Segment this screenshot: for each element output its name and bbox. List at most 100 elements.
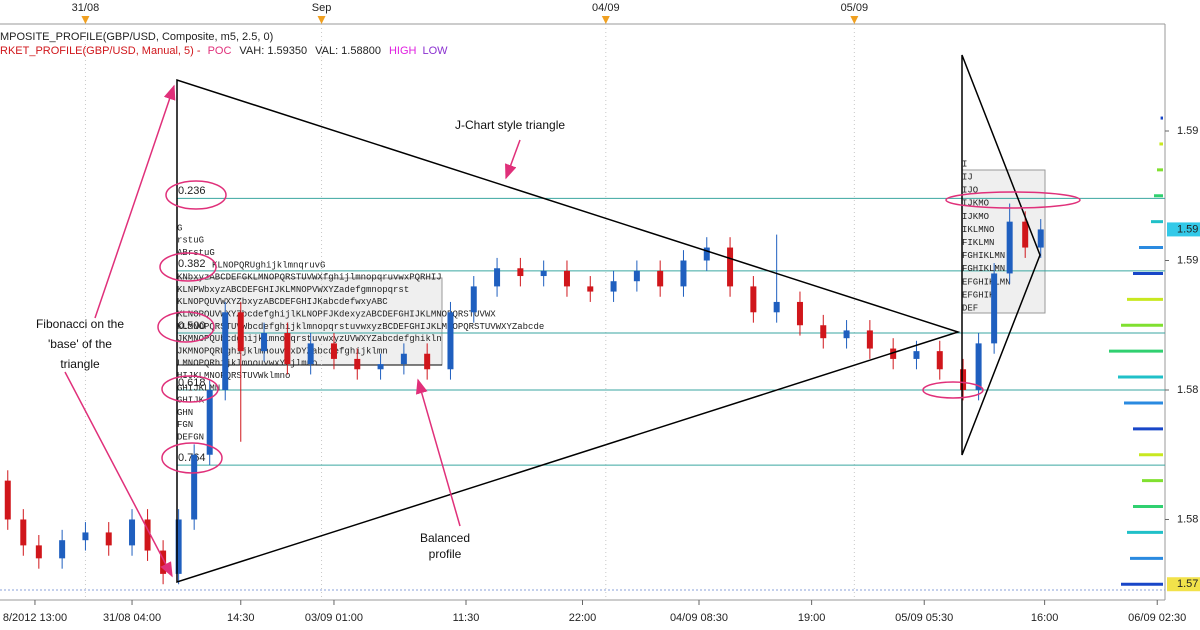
candle-body <box>843 330 850 339</box>
candle-body <box>680 260 687 287</box>
candle-body <box>105 532 112 546</box>
profile-row: rstuG <box>177 236 204 246</box>
profile-row: KLMNOPQRSTUVWbcdefghijklmnopqrstuvwxyzBC… <box>177 322 544 332</box>
highlights <box>157 180 1081 474</box>
x-tick-label: 31/08 04:00 <box>103 612 161 624</box>
profile-row: IJ <box>962 172 973 182</box>
annotation: triangle <box>60 357 100 371</box>
candle-body <box>540 270 547 277</box>
candle-body <box>727 247 734 287</box>
profile-row: IJKMO <box>962 212 989 222</box>
highlight-ellipse <box>161 375 219 403</box>
candle-body <box>354 358 361 370</box>
profile-row: HIJKLMNOPQRSTUVWklmno <box>177 371 290 381</box>
profile-row: GHIJK <box>177 396 205 406</box>
candle-body <box>377 364 384 370</box>
candle-body <box>517 268 524 277</box>
candle-body <box>960 369 967 390</box>
top-tick-label: 05/09 <box>841 2 869 14</box>
candle-body <box>222 312 229 390</box>
candle-body <box>991 273 998 344</box>
x-tick-label: 19:00 <box>798 612 826 624</box>
candle-body <box>703 247 710 261</box>
candle-body <box>35 545 42 559</box>
candle-body <box>330 343 337 359</box>
header-part: POC <box>208 45 232 57</box>
x-tick-label: 14:30 <box>227 612 255 624</box>
top-tick-label: 04/09 <box>592 2 620 14</box>
profile-row: LMNOPQRhijklmnouvwxYZjlmno <box>177 359 317 369</box>
header-line: RKET_PROFILE(GBP/USD, Manual, 5) - POC VA… <box>0 45 448 57</box>
price-marker-label: 1.57 <box>1177 578 1198 590</box>
small-triangle <box>961 54 1041 456</box>
candle-body <box>610 281 617 292</box>
header-part: RKET_PROFILE(GBP/USD, Manual, 5) - <box>0 45 204 57</box>
candle-body <box>750 286 757 313</box>
annotation: 'base' of the <box>48 337 112 351</box>
annotation: J-Chart style triangle <box>455 118 565 132</box>
profile-row: IJO <box>962 186 978 196</box>
top-tick-label: Sep <box>312 2 332 14</box>
annotation: Fibonacci on the <box>36 317 124 331</box>
profile-row: FIKLMN <box>962 238 994 248</box>
fib-label: 0.618 <box>178 377 206 389</box>
top-tick-label: 31/08 <box>72 2 100 14</box>
header-part: HIGH <box>389 45 417 57</box>
highlight-ellipse <box>159 252 217 282</box>
profile-row: EFGHIK <box>962 290 995 300</box>
annotation: profile <box>429 547 462 561</box>
candle-body <box>633 270 640 282</box>
profile-row: KLNPWbxyzABCDEFGHIJKLMNOPVWXYZadefgmnopq… <box>177 285 409 295</box>
highlight-ellipse <box>157 311 215 343</box>
annotation: Balanced <box>420 531 470 545</box>
candle-body <box>447 312 454 370</box>
fib-label: 0.236 <box>178 185 206 197</box>
profile-row: DEFGN <box>177 432 204 442</box>
profile-row: KLNOPQUVWXYZbxyzABCDEFGHIJKabcdefwxyABC <box>177 297 388 307</box>
highlight-ellipse <box>945 191 1081 209</box>
candle-body <box>82 532 89 541</box>
candle-body <box>20 519 27 546</box>
y-tick-label: 1.58 <box>1177 384 1198 396</box>
highlight-ellipse <box>922 381 984 399</box>
profile-row: GHN <box>177 408 193 418</box>
arrow <box>505 139 521 180</box>
x-tick-label: 06/09 02:30 <box>1128 612 1186 624</box>
tick-mark <box>317 16 326 24</box>
profile-row: KNbxyzABCDEFGKLMNOPQRSTUVWXfghijlmnopqru… <box>177 273 442 283</box>
candle-body <box>261 333 268 352</box>
candle-body <box>307 343 314 365</box>
x-tick-label: 04/09 08:30 <box>670 612 728 624</box>
profile-row: IJKMO <box>962 199 989 209</box>
price-marker <box>1167 577 1200 592</box>
arrows <box>64 84 521 578</box>
fib-label: 0.382 <box>178 258 206 270</box>
header-line: MPOSITE_PROFILE(GBP/USD, Composite, m5, … <box>0 31 273 43</box>
tick-mark <box>601 16 610 24</box>
price-marker <box>1167 222 1200 237</box>
highlight-ellipse <box>165 180 227 210</box>
candle-body <box>913 351 920 359</box>
candle-body <box>4 480 11 520</box>
candle-body <box>144 519 151 551</box>
candle-body <box>400 353 407 365</box>
candle-body <box>936 351 943 370</box>
candle-body <box>773 301 780 313</box>
arrow <box>415 378 461 527</box>
j-chart-triangle <box>176 78 961 584</box>
candle-body <box>206 389 213 455</box>
candle-body <box>820 325 827 339</box>
y-tick-label: 1.59 <box>1177 125 1198 137</box>
candle-body <box>657 270 664 287</box>
data-layer: 31/08 Sep 04/09 05/09 8/2012 13:00 31/08 04:0… <box>3 2 1200 624</box>
profile-row: DEF <box>962 303 978 313</box>
candle-body <box>191 454 198 520</box>
tick-mark <box>81 16 90 24</box>
candle-body <box>284 333 291 365</box>
y-tick-label: 1.59 <box>1177 254 1198 266</box>
candle-body <box>1022 221 1029 248</box>
profile-row: KLNOPQUVWXYZbcdefghijlKLNOPFJKdexyzABCDE… <box>177 309 496 319</box>
profile-row: EFGHIKLMN <box>962 277 1011 287</box>
x-tick-label: 22:00 <box>569 612 597 624</box>
